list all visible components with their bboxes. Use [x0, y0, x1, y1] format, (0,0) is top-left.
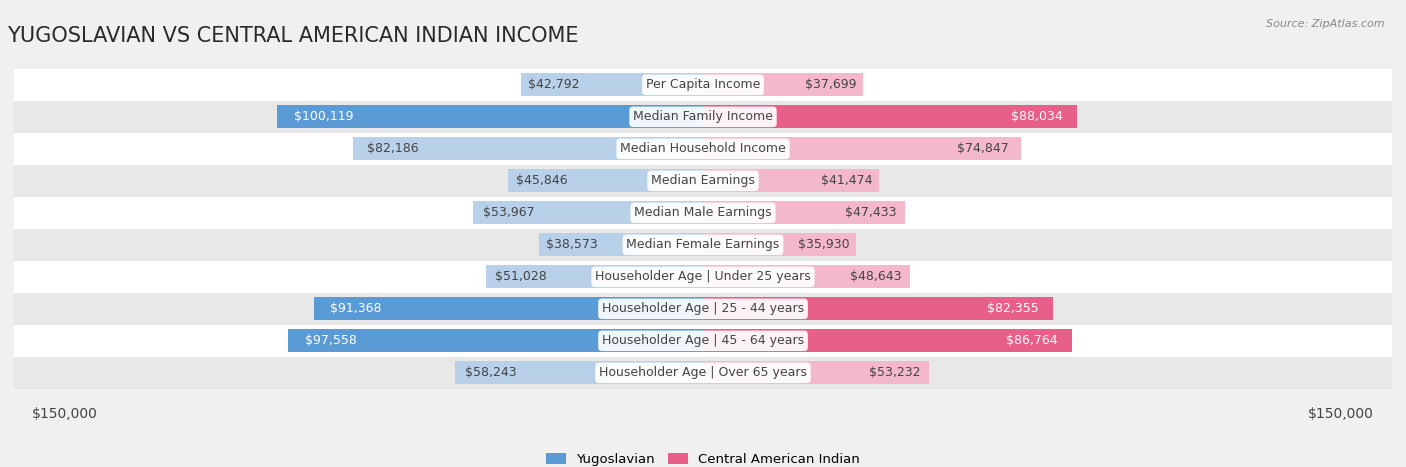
- Bar: [522, 73, 703, 96]
- Bar: [703, 329, 1071, 352]
- Bar: [703, 137, 1021, 160]
- Bar: [703, 297, 1053, 320]
- Text: $82,355: $82,355: [987, 302, 1039, 315]
- Bar: [703, 201, 904, 224]
- Bar: [0, 69, 1406, 101]
- Text: $97,558: $97,558: [305, 334, 357, 347]
- Text: $74,847: $74,847: [957, 142, 1008, 156]
- Text: Householder Age | 25 - 44 years: Householder Age | 25 - 44 years: [602, 302, 804, 315]
- Text: Median Family Income: Median Family Income: [633, 110, 773, 123]
- Text: Householder Age | 45 - 64 years: Householder Age | 45 - 64 years: [602, 334, 804, 347]
- Bar: [538, 234, 703, 256]
- Bar: [508, 170, 703, 192]
- Bar: [0, 229, 1406, 261]
- Bar: [0, 197, 1406, 229]
- Text: Source: ZipAtlas.com: Source: ZipAtlas.com: [1267, 19, 1385, 28]
- Text: $53,967: $53,967: [482, 206, 534, 219]
- Bar: [0, 165, 1406, 197]
- Text: $45,846: $45,846: [516, 174, 568, 187]
- Text: YUGOSLAVIAN VS CENTRAL AMERICAN INDIAN INCOME: YUGOSLAVIAN VS CENTRAL AMERICAN INDIAN I…: [7, 26, 579, 46]
- Bar: [703, 265, 910, 288]
- Bar: [486, 265, 703, 288]
- Legend: Yugoslavian, Central American Indian: Yugoslavian, Central American Indian: [540, 447, 866, 467]
- Text: $91,368: $91,368: [330, 302, 381, 315]
- Bar: [277, 106, 703, 128]
- Text: $86,764: $86,764: [1005, 334, 1057, 347]
- Text: Median Earnings: Median Earnings: [651, 174, 755, 187]
- Text: Median Household Income: Median Household Income: [620, 142, 786, 156]
- Text: Householder Age | Over 65 years: Householder Age | Over 65 years: [599, 366, 807, 379]
- Text: $51,028: $51,028: [495, 270, 547, 283]
- Text: $88,034: $88,034: [1011, 110, 1063, 123]
- Text: Per Capita Income: Per Capita Income: [645, 78, 761, 92]
- Bar: [0, 261, 1406, 293]
- Bar: [703, 361, 929, 384]
- Text: $37,699: $37,699: [806, 78, 856, 92]
- Text: $42,792: $42,792: [529, 78, 579, 92]
- Text: $48,643: $48,643: [851, 270, 901, 283]
- Bar: [703, 170, 879, 192]
- Bar: [0, 293, 1406, 325]
- Text: Median Male Earnings: Median Male Earnings: [634, 206, 772, 219]
- Bar: [703, 73, 863, 96]
- Text: $38,573: $38,573: [546, 238, 598, 251]
- Bar: [703, 234, 856, 256]
- Bar: [315, 297, 703, 320]
- Text: $47,433: $47,433: [845, 206, 897, 219]
- Text: $82,186: $82,186: [367, 142, 419, 156]
- Bar: [703, 106, 1077, 128]
- Bar: [0, 325, 1406, 357]
- Text: $100,119: $100,119: [294, 110, 354, 123]
- Bar: [0, 101, 1406, 133]
- Text: $35,930: $35,930: [799, 238, 849, 251]
- Text: $58,243: $58,243: [465, 366, 517, 379]
- Bar: [288, 329, 703, 352]
- Text: $41,474: $41,474: [821, 174, 872, 187]
- Bar: [456, 361, 703, 384]
- Bar: [474, 201, 703, 224]
- Bar: [353, 137, 703, 160]
- Text: Householder Age | Under 25 years: Householder Age | Under 25 years: [595, 270, 811, 283]
- Bar: [0, 357, 1406, 389]
- Bar: [0, 133, 1406, 165]
- Text: $53,232: $53,232: [869, 366, 921, 379]
- Text: Median Female Earnings: Median Female Earnings: [627, 238, 779, 251]
